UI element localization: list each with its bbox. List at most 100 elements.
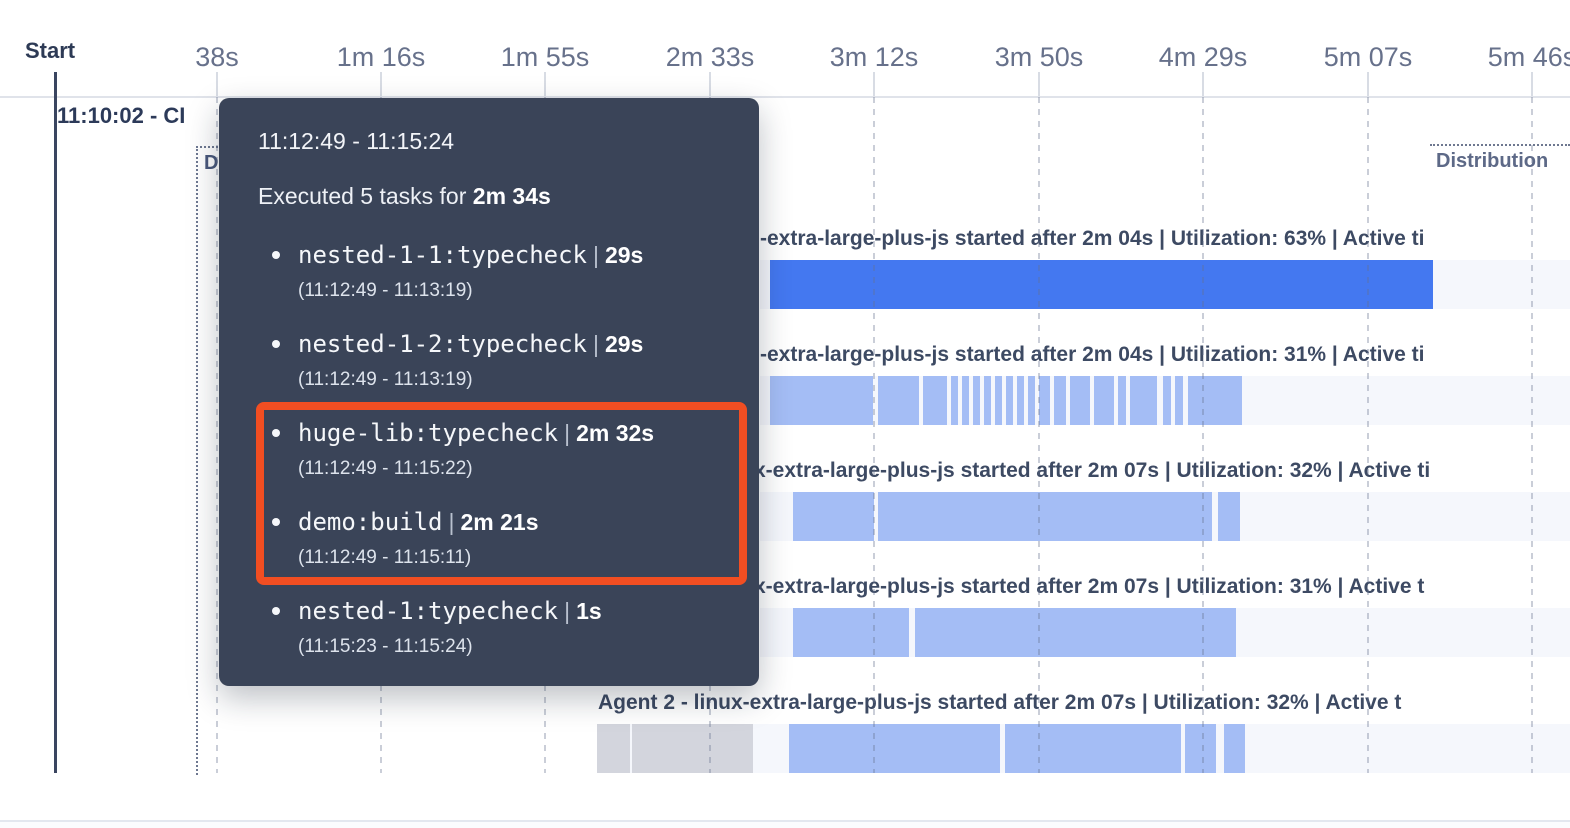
task-name-line: nested-1-2:typecheck | 29s [298, 329, 643, 359]
task-duration: 2m 21s [460, 509, 539, 535]
task-bullet [272, 251, 280, 259]
time-gridline [1367, 97, 1369, 773]
axis-tick-label-1m55s: 1m 55s [500, 42, 590, 72]
build-session-label: 11:10:02 - CI [57, 103, 186, 128]
task-bullet [272, 340, 280, 348]
section-divider [0, 820, 1570, 822]
axis-tick-label-4m29s: 4m 29s [1158, 42, 1248, 72]
task-name: huge-lib:typecheck [298, 419, 559, 447]
task-separator: | [592, 242, 599, 268]
axis-tick-label-38s: 38s [195, 42, 239, 72]
axis-tick-mark [380, 72, 382, 96]
axis-divider [0, 96, 1570, 98]
task-name-line: nested-1:typecheck | 1s [298, 596, 602, 626]
time-gridline [873, 97, 875, 773]
task-name-line: demo:build | 2m 21s [298, 507, 539, 537]
agent-activity-bar[interactable] [1218, 492, 1240, 541]
agent-activity-bar[interactable] [951, 376, 958, 425]
axis-tick-label-1m16s: 1m 16s [336, 42, 426, 72]
task-name: nested-1-1:typecheck [298, 241, 587, 269]
agent-activity-bar[interactable] [789, 724, 1000, 773]
axis-tick-mark [873, 72, 875, 96]
axis-tick-label-5m07s: 5m 07s [1323, 42, 1413, 72]
agent-row-label: -extra-large-plus-js started after 2m 04… [760, 227, 1425, 250]
task-bullet [272, 429, 280, 437]
task-time-range: (11:12:49 - 11:13:19) [298, 280, 473, 301]
task-separator: | [564, 598, 571, 624]
agent-activity-bar[interactable] [984, 376, 991, 425]
agent-activity-bar[interactable] [915, 608, 1236, 657]
agent-activity-bar[interactable] [923, 376, 947, 425]
agent-activity-bar[interactable] [1039, 376, 1050, 425]
task-time-range: (11:12:49 - 11:15:22) [298, 458, 473, 479]
axis-tick-mark [709, 72, 711, 96]
axis-tick-mark [1367, 72, 1369, 96]
axis-tick-mark [216, 72, 218, 96]
task-separator: | [592, 331, 599, 357]
agent-activity-bar[interactable] [1224, 724, 1245, 773]
task-name: nested-1-2:typecheck [298, 330, 587, 358]
axis-start-label: Start [25, 38, 76, 63]
agent-activity-bar[interactable] [1070, 376, 1090, 425]
agent-activity-bar[interactable] [1188, 376, 1242, 425]
task-name: demo:build [298, 508, 443, 536]
next-section-edge [0, 822, 1570, 828]
agent-activity-bar[interactable] [1054, 376, 1066, 425]
agent-activity-bar[interactable] [793, 608, 909, 657]
agent-activity-bar[interactable] [770, 376, 873, 425]
agent-activity-bar[interactable] [1163, 376, 1171, 425]
agent-activity-bar[interactable] [793, 492, 874, 541]
agent-activity-bar[interactable] [995, 376, 1002, 425]
chart-left-border [54, 72, 57, 773]
agent-activity-bar[interactable] [962, 376, 969, 425]
task-separator: | [448, 509, 455, 535]
agent-activity-bar[interactable] [1175, 376, 1183, 425]
agent-activity-bar[interactable] [1130, 376, 1157, 425]
time-gridline [1202, 97, 1204, 773]
task-separator: | [564, 420, 571, 446]
task-name-line: huge-lib:typecheck | 2m 32s [298, 418, 654, 448]
agent-activity-bar[interactable] [1185, 724, 1216, 773]
agent-activity-bar[interactable] [1094, 376, 1114, 425]
agent-activity-bar[interactable] [878, 492, 1212, 541]
agent-activity-bar[interactable] [1006, 376, 1013, 425]
agent-activity-bar[interactable] [1005, 724, 1181, 773]
agent-activity-bar[interactable] [1017, 376, 1024, 425]
axis-tick-label-3m50s: 3m 50s [994, 42, 1084, 72]
agent-activity-bar[interactable] [597, 724, 630, 773]
axis-tick-mark [1038, 72, 1040, 96]
axis-tick-mark [544, 72, 546, 96]
agent-row-label: x-extra-large-plus-js started after 2m 0… [754, 575, 1425, 598]
task-name-line: nested-1-1:typecheck | 29s [298, 240, 643, 270]
agent-row-label: x-extra-large-plus-js started after 2m 0… [754, 459, 1431, 482]
agent-activity-bar[interactable] [632, 724, 753, 773]
tooltip-highlight-box [256, 402, 747, 585]
tooltip-summary-duration: 2m 34s [472, 183, 551, 209]
task-bullet [272, 518, 280, 526]
task-duration: 2m 32s [576, 420, 655, 446]
agent-activity-bar[interactable] [770, 260, 1433, 309]
task-tooltip: 11:12:49 - 11:15:24 Executed 5 tasks for… [219, 98, 759, 686]
task-duration: 1s [576, 598, 602, 624]
axis-tick-label-2m33s: 2m 33s [665, 42, 755, 72]
agent-activity-bar[interactable] [973, 376, 980, 425]
distribution-region-right-label: Distribution [1436, 150, 1549, 172]
agent-activity-bar[interactable] [878, 376, 919, 425]
time-gridline [1038, 97, 1040, 773]
axis-tick-mark [1202, 72, 1204, 96]
agent-activity-bar[interactable] [1028, 376, 1035, 425]
tooltip-summary: Executed 5 tasks for 2m 34s [258, 183, 551, 210]
axis-tick-label-3m12s: 3m 12s [829, 42, 919, 72]
agent-activity-bar[interactable] [1118, 376, 1126, 425]
task-time-range: (11:15:23 - 11:15:24) [298, 636, 473, 657]
distribution-region-right: Distribution [1430, 144, 1570, 186]
axis-tick-mark [1531, 72, 1533, 96]
task-duration: 29s [604, 242, 644, 268]
time-gridline [1531, 97, 1533, 773]
task-time-range: (11:12:49 - 11:15:11) [298, 547, 472, 568]
task-duration: 29s [604, 331, 644, 357]
agent-row-label: -extra-large-plus-js started after 2m 04… [760, 343, 1425, 366]
axis-tick-label-5m46s: 5m 46s [1487, 42, 1570, 72]
task-bullet [272, 607, 280, 615]
